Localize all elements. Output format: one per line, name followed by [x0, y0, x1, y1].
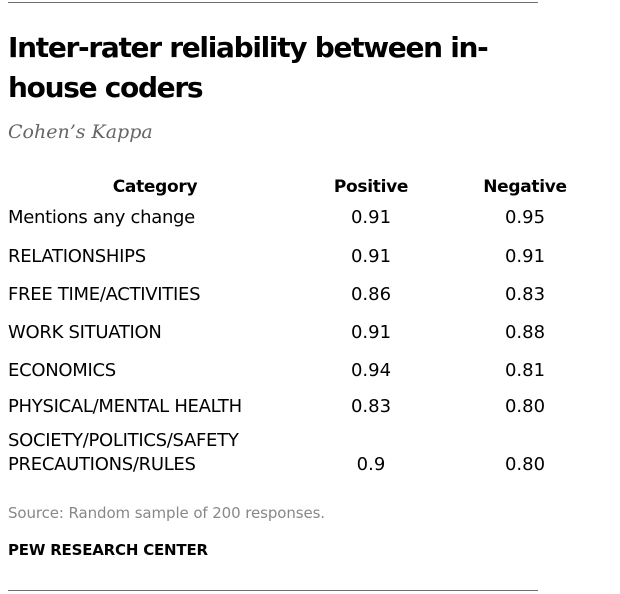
- organization-name: PEW RESEARCH CENTER: [8, 541, 208, 559]
- category-cell: Mentions any change: [8, 206, 195, 230]
- negative-value: 0.91: [504, 246, 546, 267]
- column-header-category: Category: [112, 177, 198, 197]
- negative-value: 0.95: [504, 207, 546, 228]
- source-note: Source: Random sample of 200 responses.: [8, 504, 325, 522]
- negative-value: 0.83: [504, 284, 546, 305]
- top-divider: [8, 2, 538, 3]
- negative-value: 0.81: [504, 360, 546, 381]
- category-cell: WORK SITUATION: [8, 321, 162, 345]
- positive-value: 0.91: [350, 322, 392, 343]
- negative-value: 0.88: [504, 322, 546, 343]
- positive-value: 0.94: [350, 360, 392, 381]
- page-title: Inter-rater reliability between in-house…: [8, 31, 489, 104]
- bottom-divider: [8, 590, 538, 591]
- positive-value: 0.9: [356, 454, 386, 475]
- category-label: FREE TIME/ACTIVITIES: [8, 284, 201, 305]
- category-cell: RELATIONSHIPS: [8, 245, 146, 269]
- page-subtitle: Cohen’s Kappa: [8, 121, 153, 143]
- column-header-negative: Negative: [483, 177, 567, 197]
- positive-value: 0.91: [350, 207, 392, 228]
- column-header-positive: Positive: [333, 177, 409, 197]
- category-label: ECONOMICS: [8, 360, 116, 381]
- category-cell: ECONOMICS: [8, 359, 116, 383]
- category-cell: PHYSICAL/MENTAL HEALTH: [8, 395, 242, 419]
- category-label: RELATIONSHIPS: [8, 246, 146, 267]
- negative-value: 0.80: [504, 396, 546, 417]
- positive-value: 0.83: [350, 396, 392, 417]
- category-label: PRECAUTIONS/RULES: [8, 454, 196, 475]
- negative-value: 0.80: [504, 454, 546, 475]
- category-cell: SOCIETY/POLITICS/SAFETY PRECAUTIONS/RULE…: [8, 429, 239, 477]
- category-label: WORK SITUATION: [8, 322, 162, 343]
- positive-value: 0.91: [350, 246, 392, 267]
- category-label: SOCIETY/POLITICS/SAFETY: [8, 430, 239, 451]
- category-label: PHYSICAL/MENTAL HEALTH: [8, 396, 242, 417]
- positive-value: 0.86: [350, 284, 392, 305]
- category-cell: FREE TIME/ACTIVITIES: [8, 283, 201, 307]
- category-label: Mentions any change: [8, 207, 195, 228]
